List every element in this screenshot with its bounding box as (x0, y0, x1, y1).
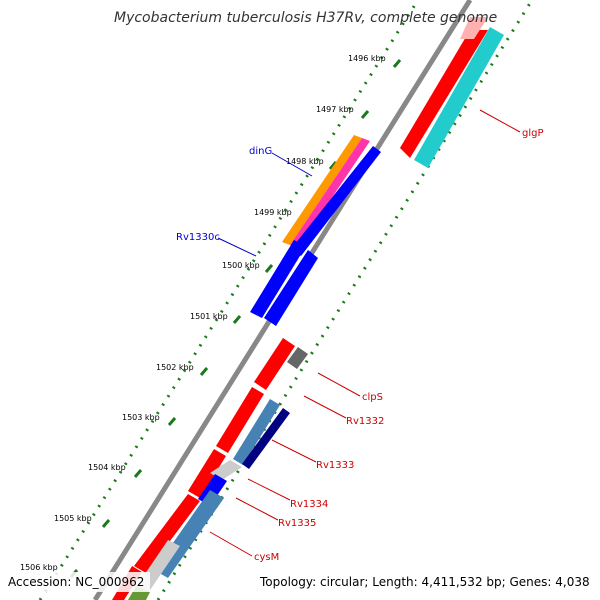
tick-mark (167, 417, 177, 426)
feature-glgP[interactable] (400, 30, 488, 158)
map-title: Mycobacterium tuberculosis H37Rv, comple… (114, 10, 497, 26)
genome-summary-text: Topology: circular; Length: 4,411,532 bp… (259, 575, 590, 589)
feature-clpS[interactable] (287, 347, 308, 369)
tick-mark (360, 110, 370, 119)
tick-mark (264, 264, 274, 273)
tick-label: 1498 kbp (286, 157, 324, 166)
tick-label: 1504 kbp (88, 463, 126, 472)
feature-light-1[interactable] (210, 460, 242, 480)
feature-dinG-magenta[interactable] (290, 138, 370, 248)
feature-red-1[interactable] (254, 338, 295, 390)
footer-accession-bg (4, 572, 150, 592)
feature-glgP-track[interactable] (414, 27, 504, 168)
accession-text: Accession: NC_000962 (8, 575, 144, 589)
leader-cysM (209, 531, 253, 557)
gene-label-Rv1333[interactable]: Rv1333 (316, 460, 354, 471)
leader-Rv1334 (247, 478, 291, 501)
gene-label-glgP[interactable]: glgP (522, 128, 544, 139)
tick-mark (101, 519, 111, 528)
feature-Rv1333[interactable] (242, 408, 290, 469)
gene-label-Rv1330c[interactable]: Rv1330c (176, 232, 220, 243)
tick-mark (133, 469, 143, 478)
feature-dinG[interactable] (282, 135, 362, 245)
feature-Rv1330c-upper[interactable] (291, 146, 381, 256)
gene-label-dinG[interactable]: dinG (249, 146, 272, 157)
tick-label: 1497 kbp (316, 105, 354, 114)
tick-label: 1500 kbp (222, 261, 260, 270)
leader-glgP (479, 109, 521, 133)
tick-mark (232, 315, 242, 324)
leader-Rv1335 (235, 497, 279, 521)
gene-label-cysM[interactable]: cysM (254, 552, 279, 563)
tick-label: 1505 kbp (54, 514, 92, 523)
tick-mark (392, 59, 402, 68)
feature-Rv1330c-b[interactable] (264, 250, 318, 326)
tick-label: 1499 kbp (254, 208, 292, 217)
gc-skew-track-outer (38, 0, 420, 600)
tick-label: 1503 kbp (122, 413, 160, 422)
gene-label-Rv1334[interactable]: Rv1334 (290, 499, 328, 510)
tick-label: 1502 kbp (156, 363, 194, 372)
feature-Rv1332[interactable] (233, 399, 280, 465)
leader-dinG (271, 152, 313, 177)
gene-label-Rv1332[interactable]: Rv1332 (346, 416, 384, 427)
leader-Rv1330c (217, 237, 257, 257)
gene-label-Rv1335[interactable]: Rv1335 (278, 518, 316, 529)
feature-red-4[interactable] (134, 494, 200, 573)
feature-top-pink (460, 17, 488, 39)
tick-mark (199, 367, 209, 376)
tick-label: 1506 kbp (20, 563, 58, 572)
tick-label: 1496 kbp (348, 54, 386, 63)
gene-label-clpS[interactable]: clpS (362, 392, 383, 403)
tick-marks (69, 59, 402, 578)
feature-red-2[interactable] (216, 387, 264, 453)
feature-olive-bottom[interactable] (128, 586, 150, 600)
leader-Rv1333 (271, 439, 317, 463)
leader-clpS (317, 372, 361, 397)
feature-red-3[interactable] (188, 449, 226, 498)
tick-mark (328, 161, 338, 170)
tick-label: 1501 kbp (190, 312, 228, 321)
leader-Rv1332 (303, 395, 347, 419)
footer-summary-bg (256, 572, 596, 592)
feature-Rv1330c-a[interactable] (250, 240, 306, 318)
